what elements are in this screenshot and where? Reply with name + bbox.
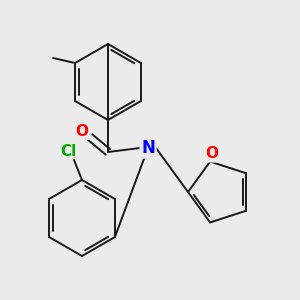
Text: N: N bbox=[141, 139, 155, 157]
Text: O: O bbox=[206, 146, 219, 161]
Text: Cl: Cl bbox=[60, 145, 76, 160]
Text: O: O bbox=[76, 124, 88, 139]
